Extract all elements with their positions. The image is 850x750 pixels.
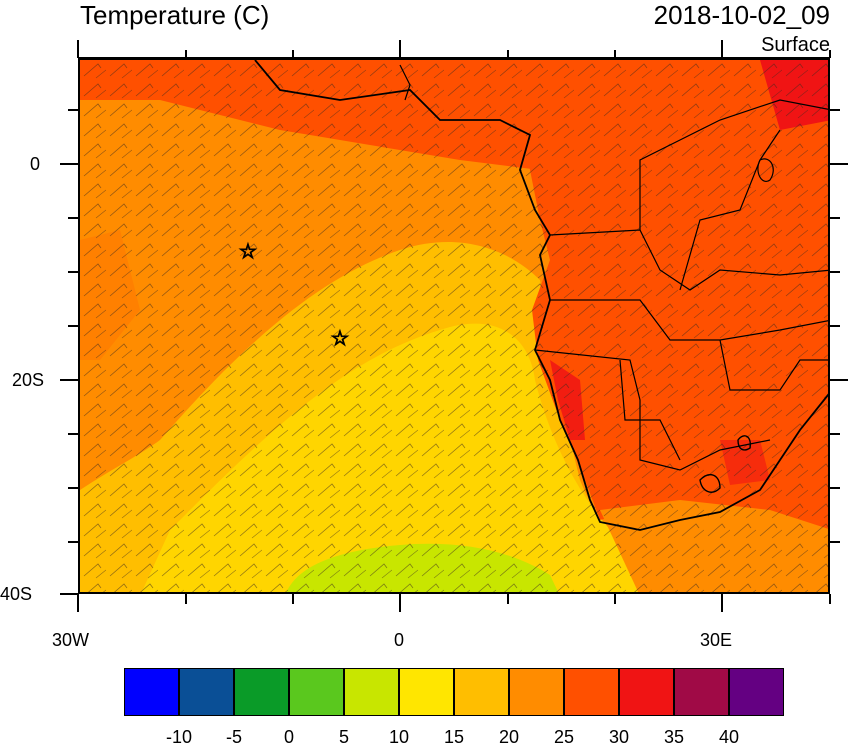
colorbar <box>124 668 784 716</box>
border-3 <box>534 349 771 471</box>
title-left: Temperature (C) <box>80 0 270 30</box>
level-label: Surface <box>761 34 830 56</box>
colorbar-label: 30 <box>608 727 630 747</box>
y-tick-20s: 20S <box>12 370 45 390</box>
y-tick-0: 0 <box>30 154 41 174</box>
lesotho-outline <box>699 474 721 493</box>
colorbar-swatch-7 <box>509 668 564 716</box>
eswatini-outline <box>737 435 752 451</box>
border-5 <box>679 129 781 291</box>
colorbar-swatch-6 <box>454 668 509 716</box>
colorbar-label: 15 <box>443 727 465 747</box>
border-4 <box>639 99 828 230</box>
colorbar-label: 35 <box>663 727 685 747</box>
colorbar-label: -10 <box>165 727 193 747</box>
star-marker-1: ☆ <box>239 241 257 263</box>
border-6 <box>719 339 828 391</box>
title-datetime: 2018-10-02_09 <box>653 0 830 30</box>
map-svg: ☆ ☆ <box>80 60 828 592</box>
colorbar-label: 40 <box>718 727 740 747</box>
colorbar-label: 25 <box>553 727 575 747</box>
y-tick-40s: 40S <box>0 584 33 604</box>
colorbar-label: 5 <box>338 727 350 747</box>
x-tick-30w: 30W <box>52 630 90 650</box>
colorbar-label: 0 <box>283 727 295 747</box>
lake-volta <box>399 64 411 101</box>
border-2 <box>550 299 828 341</box>
wind-barbs <box>80 60 828 592</box>
colorbar-label: 10 <box>388 727 410 747</box>
colorbar-swatch-10 <box>674 668 729 716</box>
colorbar-swatch-0 <box>124 668 179 716</box>
colorbar-swatch-2 <box>234 668 289 716</box>
colorbar-label: -5 <box>225 727 243 747</box>
colorbar-swatch-1 <box>179 668 234 716</box>
border-7 <box>619 359 681 461</box>
colorbar-label: 20 <box>498 727 520 747</box>
colorbar-swatch-8 <box>564 668 619 716</box>
colorbar-swatch-3 <box>289 668 344 716</box>
x-tick-0: 0 <box>394 630 405 650</box>
colorbar-swatch-9 <box>619 668 674 716</box>
star-marker-2: ☆ <box>331 328 349 350</box>
x-tick-30e: 30E <box>700 630 733 650</box>
colorbar-swatch-5 <box>399 668 454 716</box>
colorbar-swatch-4 <box>344 668 399 716</box>
colorbar-swatch-11 <box>729 668 784 716</box>
lake-victoria <box>757 158 774 182</box>
temperature-map: ☆ ☆ <box>78 58 830 594</box>
